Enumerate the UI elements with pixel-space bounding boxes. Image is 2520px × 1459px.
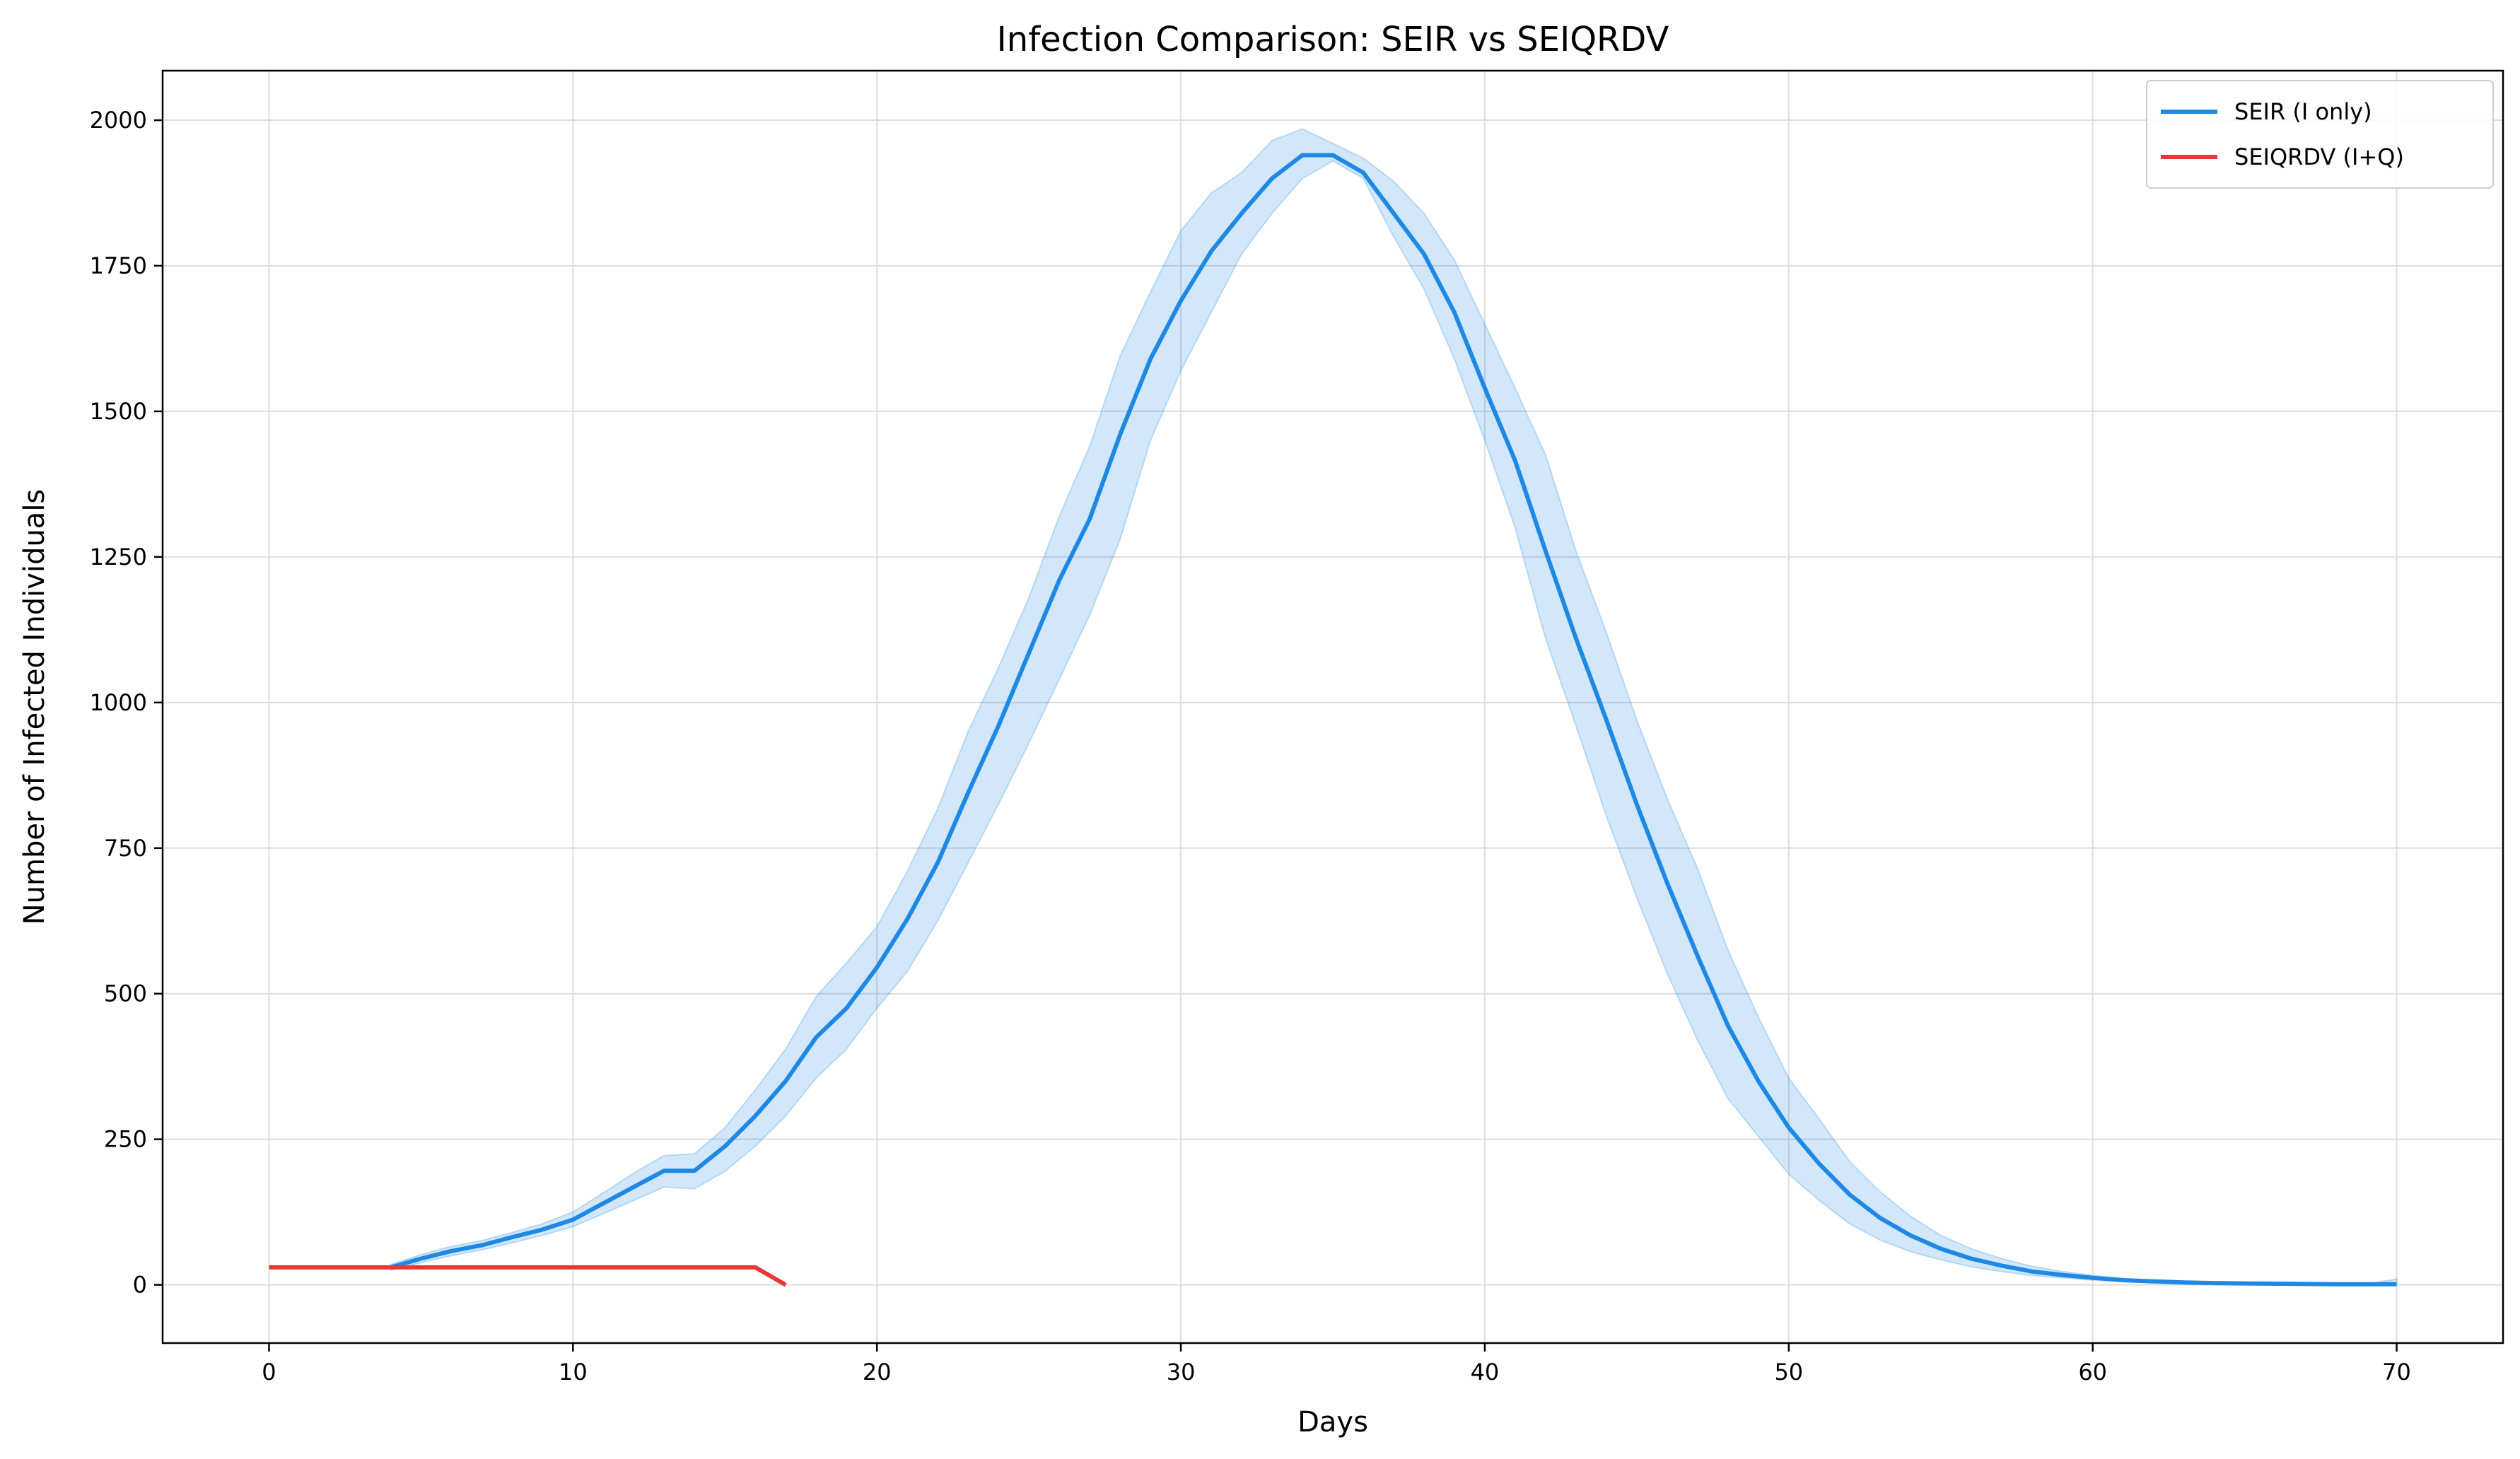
x-tick-label: 10 [559,1359,588,1385]
x-tick-label: 70 [2382,1359,2411,1385]
series-line-0 [390,153,2397,1287]
legend-box [2146,80,2494,189]
x-axis-title: Days [1297,1406,1368,1439]
legend-label-seiqrdv: SEIQRDV (I+Q) [2234,143,2404,170]
y-tick-label: 1000 [90,689,147,716]
series-lines [269,153,2397,1287]
y-tick-label: 250 [104,1126,147,1153]
y-tick-label: 2000 [90,107,147,134]
chart-title: Infection Comparison: SEIR vs SEIQRDV [997,20,1669,59]
x-tick-label: 60 [2078,1359,2107,1385]
x-tick-label: 0 [262,1359,276,1385]
y-tick-label: 1750 [90,252,147,279]
x-tick-label: 30 [1167,1359,1196,1385]
plot-frame [161,69,2504,1344]
axis-ticks: 0 10 20 30 40 50 60 70 0 250 500 750 1000 1250 1500 175… [90,107,2411,1385]
x-tick-label: 20 [863,1359,892,1385]
y-tick-label: 1500 [90,398,147,425]
x-tick-label: 50 [1774,1359,1803,1385]
legend-label-seir: SEIR (I only) [2234,98,2372,125]
series-line-1 [269,1265,787,1287]
y-tick-label: 1250 [90,544,147,570]
legend: SEIR (I only) SEIQRDV (I+Q) [2146,80,2494,189]
y-tick-label: 750 [104,835,147,862]
y-axis-title: Number of Infected Individuals [18,489,51,925]
y-tick-label: 500 [104,980,147,1007]
x-tick-label: 40 [1471,1359,1500,1385]
grid-lines [163,71,2503,1343]
y-tick-label: 0 [133,1272,147,1299]
